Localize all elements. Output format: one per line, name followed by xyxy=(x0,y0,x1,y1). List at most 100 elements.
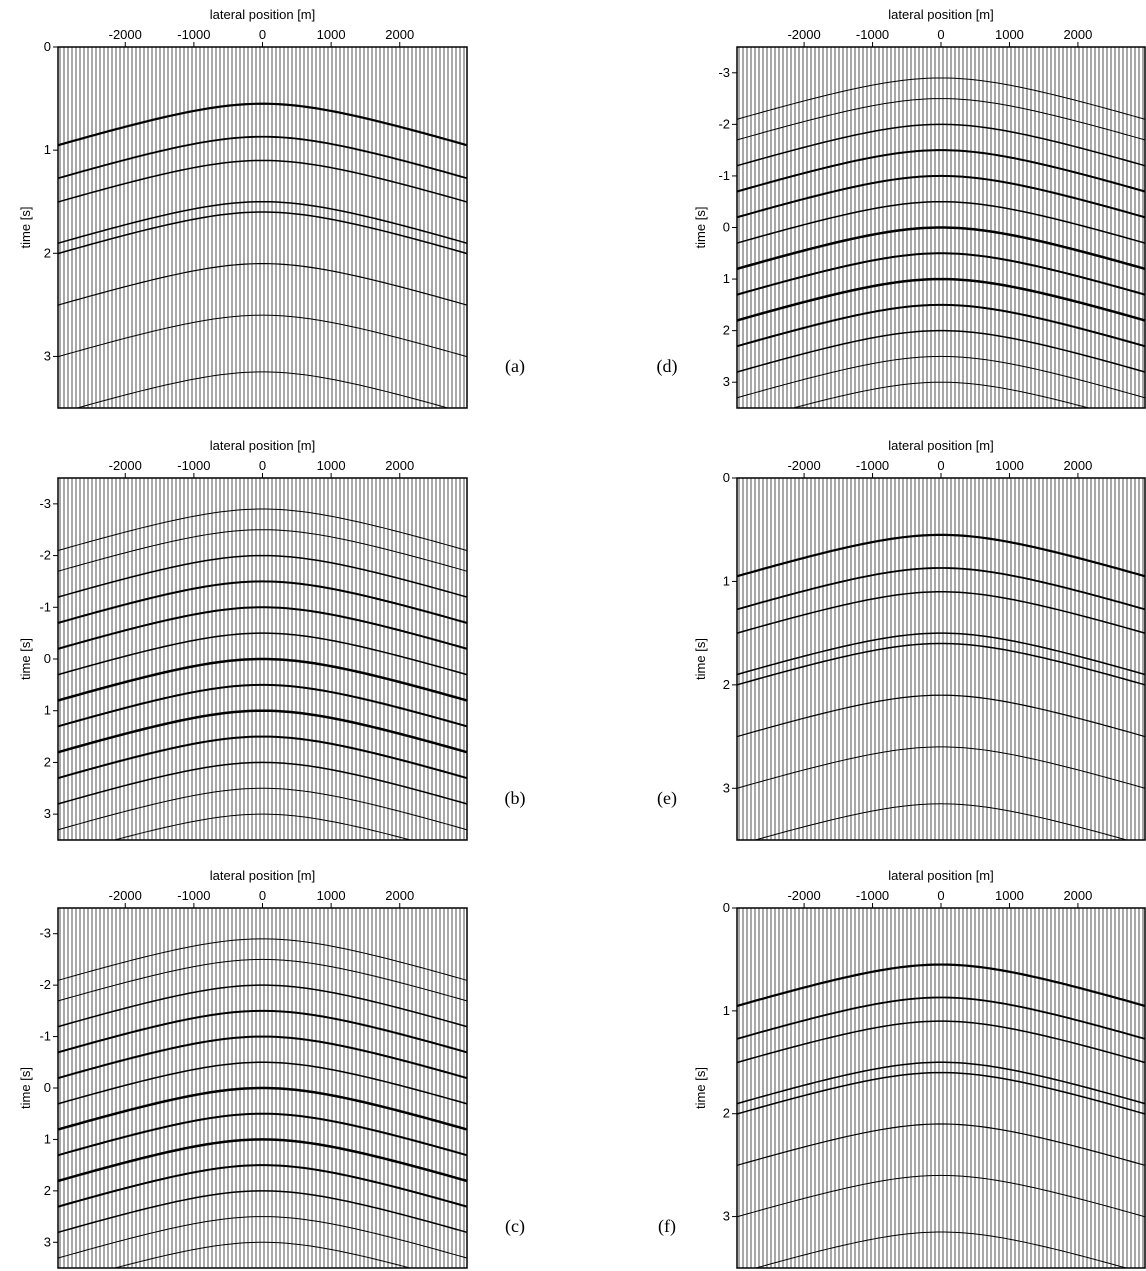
y-tick-label: 1 xyxy=(723,271,730,286)
y-axis-label: time [s] xyxy=(693,1067,708,1109)
event-curve xyxy=(737,149,1145,193)
y-tick-label: -3 xyxy=(39,496,51,511)
event-curve xyxy=(791,381,1091,408)
event-curve xyxy=(58,1164,467,1208)
event-curve xyxy=(58,709,467,754)
event-curve xyxy=(112,813,413,840)
y-tick-label: 2 xyxy=(44,754,51,769)
x-axis-label: lateral position [m] xyxy=(210,438,316,453)
y-tick-label: 3 xyxy=(44,348,51,363)
event-curve xyxy=(58,984,467,1028)
x-tick-label: -2000 xyxy=(787,27,820,42)
event-curve xyxy=(58,606,467,650)
event-curve xyxy=(737,252,1145,296)
x-tick-label: -2000 xyxy=(109,888,142,903)
event-curve xyxy=(737,642,1145,686)
event-curve xyxy=(737,996,1145,1040)
x-tick-label: 0 xyxy=(259,27,266,42)
x-tick-label: 2000 xyxy=(385,888,414,903)
event-curve xyxy=(737,1071,1145,1115)
event-curve xyxy=(75,371,450,408)
event-curve xyxy=(58,787,467,831)
plot-frame xyxy=(736,477,1146,841)
y-tick-label: 2 xyxy=(44,1183,51,1198)
event-curve xyxy=(58,1035,467,1080)
event-curve xyxy=(737,533,1145,578)
event-curve xyxy=(58,159,467,203)
x-tick-label: -2000 xyxy=(109,27,142,42)
event-curve xyxy=(737,77,1145,120)
event-curve xyxy=(737,963,1145,1008)
event-curve xyxy=(737,277,1145,322)
y-tick-label: 2 xyxy=(723,323,730,338)
event-curve xyxy=(737,98,1145,141)
event-curve xyxy=(58,529,467,572)
x-tick-label: -1000 xyxy=(856,888,889,903)
traces xyxy=(738,908,1144,1268)
y-axis-label: time [s] xyxy=(18,638,33,680)
event-curve xyxy=(737,303,1145,348)
y-tick-label: 3 xyxy=(44,806,51,821)
event-curve xyxy=(737,1061,1145,1105)
event-curve xyxy=(58,1061,467,1105)
y-tick-label: -1 xyxy=(39,599,51,614)
event-curve xyxy=(58,761,467,805)
event-curve xyxy=(58,102,467,147)
event-curve xyxy=(737,123,1145,167)
x-tick-label: 1000 xyxy=(317,888,346,903)
panel-label: (c) xyxy=(505,1216,525,1237)
plot-area xyxy=(737,478,1145,840)
event-curve xyxy=(737,1174,1145,1218)
y-axis-label: time [s] xyxy=(693,638,708,680)
event-curve xyxy=(58,1138,467,1183)
y-tick-label: 2 xyxy=(723,677,730,692)
event-curve xyxy=(737,200,1145,244)
x-tick-label: -2000 xyxy=(787,458,820,473)
event-curve xyxy=(737,567,1145,611)
event-curve xyxy=(58,1009,467,1054)
x-axis-label: lateral position [m] xyxy=(888,868,994,883)
x-tick-label: 2000 xyxy=(385,27,414,42)
plot-area xyxy=(737,47,1145,408)
event-curve xyxy=(737,174,1145,219)
event-curve xyxy=(737,1123,1145,1166)
event-curve xyxy=(58,554,467,598)
event-curve xyxy=(58,735,467,780)
y-tick-label: 1 xyxy=(44,142,51,157)
event-curve xyxy=(58,657,467,702)
event-curve xyxy=(58,1216,467,1259)
x-tick-label: 2000 xyxy=(1063,458,1092,473)
y-tick-label: -3 xyxy=(39,926,51,941)
panel-label: (f) xyxy=(658,1216,676,1237)
x-tick-label: 0 xyxy=(937,27,944,42)
event-curve xyxy=(737,355,1145,399)
x-tick-label: 1000 xyxy=(995,458,1024,473)
y-axis-label: time [s] xyxy=(18,207,33,249)
y-tick-label: 1 xyxy=(723,1003,730,1018)
event-curve xyxy=(754,1231,1128,1268)
y-tick-label: 1 xyxy=(44,1131,51,1146)
event-curve xyxy=(737,329,1145,373)
y-tick-label: -1 xyxy=(718,168,730,183)
x-tick-label: 1000 xyxy=(317,458,346,473)
x-tick-label: -1000 xyxy=(177,458,210,473)
x-tick-label: -1000 xyxy=(856,27,889,42)
x-tick-label: -2000 xyxy=(109,458,142,473)
event-curve xyxy=(58,200,467,245)
event-curve xyxy=(737,591,1145,634)
panel-label: (e) xyxy=(657,788,677,809)
x-tick-label: 2000 xyxy=(1063,888,1092,903)
y-tick-label: -3 xyxy=(718,65,730,80)
y-tick-label: -2 xyxy=(39,977,51,992)
y-tick-label: 0 xyxy=(44,651,51,666)
x-tick-label: -1000 xyxy=(177,888,210,903)
x-axis-label: lateral position [m] xyxy=(888,438,994,453)
x-tick-label: 1000 xyxy=(995,888,1024,903)
plot-area xyxy=(58,47,467,408)
plot-area xyxy=(58,908,467,1268)
y-tick-label: 2 xyxy=(723,1106,730,1121)
event-curve xyxy=(58,683,467,728)
x-tick-label: -2000 xyxy=(787,888,820,903)
y-tick-label: 3 xyxy=(723,1209,730,1224)
